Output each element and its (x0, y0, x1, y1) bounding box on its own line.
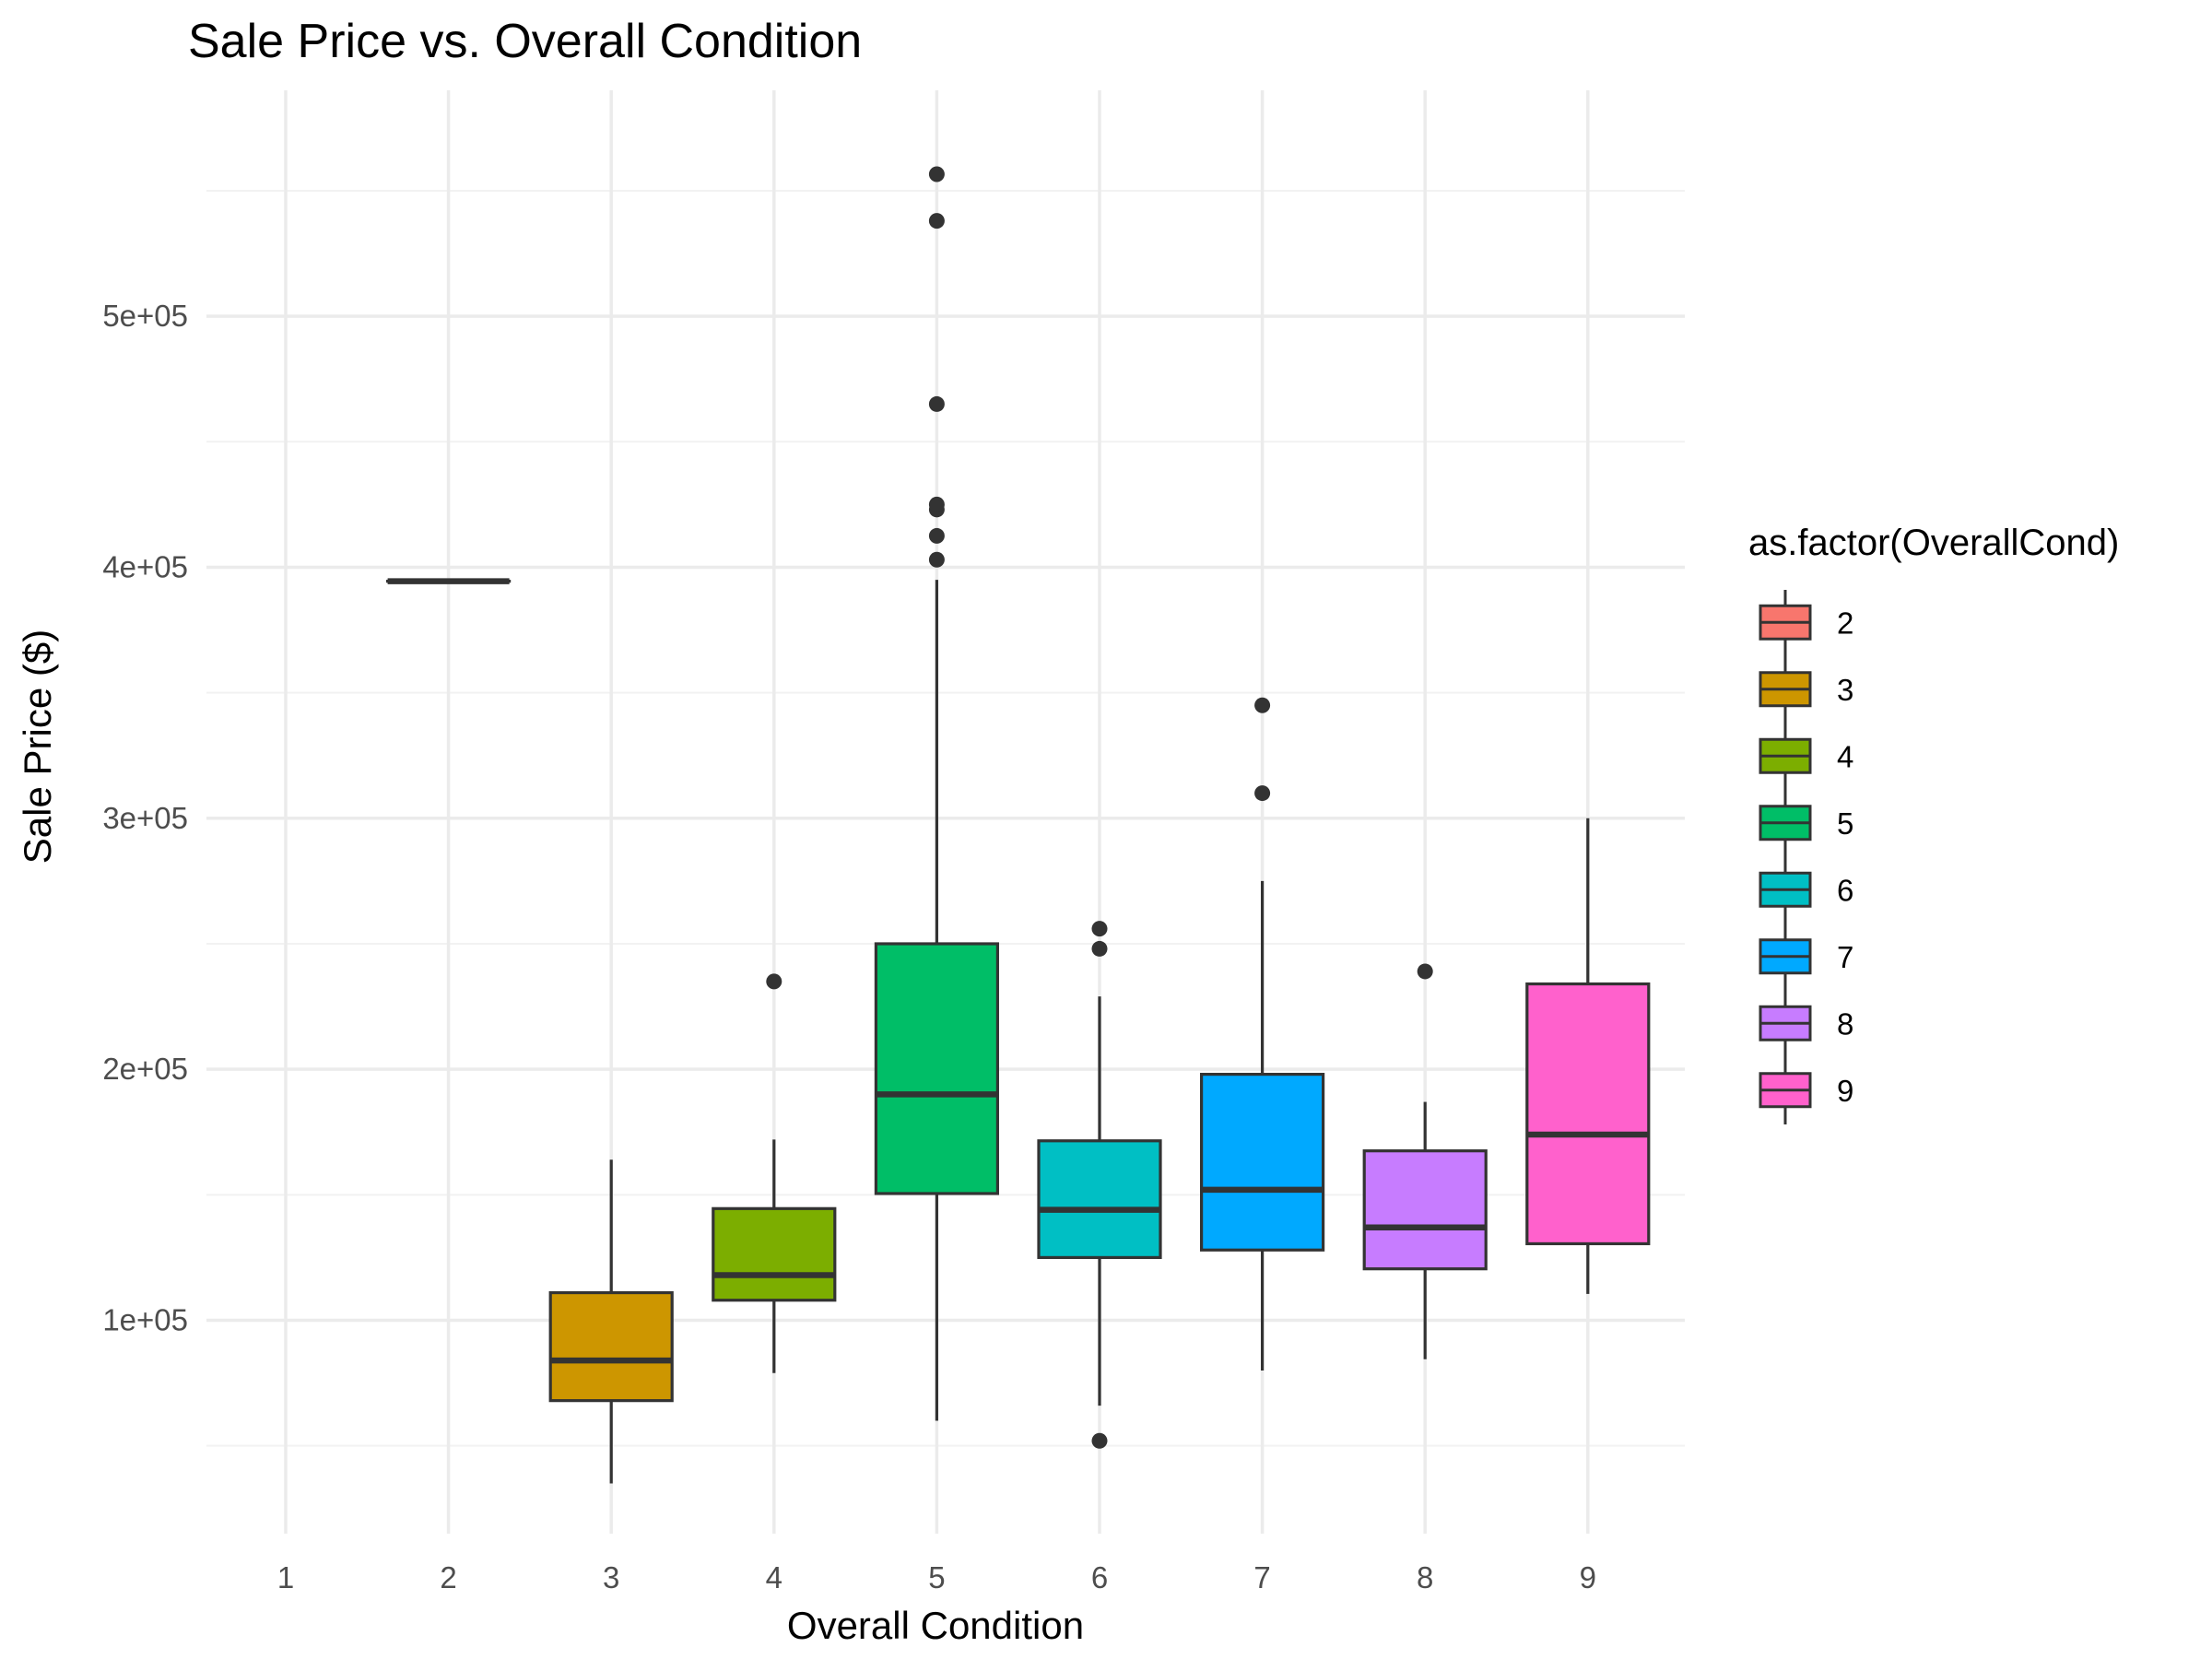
y-tick-label: 5e+05 (102, 299, 188, 333)
x-tick-label: 8 (1417, 1560, 1433, 1594)
legend-label: 6 (1837, 873, 1853, 907)
x-tick-label: 1 (277, 1560, 294, 1594)
box-iqr (1037, 1139, 1162, 1260)
grid-lines (206, 90, 1685, 1534)
legend-label: 8 (1837, 1006, 1853, 1041)
legend: as.factor(OverallCond) 2 3 4 5 6 7 8 9 (1748, 523, 2119, 1124)
x-tick-label: 5 (928, 1560, 945, 1594)
outlier-point (766, 973, 782, 990)
legend-label: 7 (1837, 940, 1853, 974)
y-axis-title: Sale Price ($) (16, 629, 59, 864)
x-tick-label: 2 (440, 1560, 456, 1594)
y-tick-label: 4e+05 (102, 549, 188, 583)
x-tick-label: 9 (1580, 1560, 1596, 1594)
outlier-point (1254, 785, 1271, 802)
outlier-point (1091, 921, 1108, 937)
x-tick-label: 7 (1253, 1560, 1270, 1594)
x-tick-label: 4 (766, 1560, 782, 1594)
legend-label: 3 (1837, 673, 1853, 707)
box-group (1525, 818, 1651, 1294)
outlier-point (928, 213, 945, 229)
box-iqr (874, 942, 1000, 1195)
legend-item: 7 (1759, 924, 1853, 991)
outlier-point (928, 551, 945, 568)
box-iqr (1525, 982, 1651, 1246)
y-tick-label: 1e+05 (102, 1303, 188, 1337)
outlier-point (928, 527, 945, 544)
box-series (386, 166, 1651, 1484)
box-group (712, 973, 837, 1373)
box-group (548, 1159, 674, 1484)
legend-title: as.factor(OverallCond) (1748, 523, 2119, 563)
y-axis-ticks: 1e+05 2e+05 3e+05 4e+05 5e+05 (102, 299, 188, 1336)
x-tick-label: 6 (1091, 1560, 1108, 1594)
outlier-point (1091, 1432, 1108, 1449)
box-iqr (548, 1290, 674, 1403)
legend-label: 4 (1837, 739, 1853, 773)
outlier-point (1417, 963, 1433, 980)
outlier-point (1254, 697, 1271, 713)
x-axis-title: Overall Condition (787, 1604, 1084, 1647)
x-tick-label: 3 (603, 1560, 619, 1594)
legend-item: 9 (1759, 1057, 1853, 1124)
y-tick-label: 2e+05 (102, 1052, 188, 1086)
x-axis-ticks: 1 2 3 4 5 6 7 8 9 (277, 1560, 1596, 1594)
chart-title: Sale Price vs. Overall Condition (188, 15, 862, 68)
legend-item: 6 (1759, 857, 1853, 924)
y-tick-label: 3e+05 (102, 801, 188, 835)
legend-label: 9 (1837, 1074, 1853, 1108)
legend-label: 5 (1837, 806, 1853, 841)
box-group (1199, 697, 1325, 1371)
outlier-point (1091, 940, 1108, 957)
box-iqr (712, 1206, 837, 1302)
legend-item: 4 (1759, 724, 1853, 791)
legend-item: 5 (1759, 790, 1853, 857)
outlier-point (928, 496, 945, 512)
box-group (1037, 921, 1162, 1449)
box-iqr (1199, 1073, 1325, 1252)
box-group (874, 166, 1000, 1421)
box-iqr (1362, 1149, 1488, 1271)
outlier-point (928, 166, 945, 182)
legend-item: 2 (1759, 590, 1853, 657)
box-group (1362, 963, 1488, 1359)
legend-item: 3 (1759, 656, 1853, 724)
legend-item: 8 (1759, 991, 1853, 1058)
outlier-point (928, 395, 945, 412)
legend-label: 2 (1837, 606, 1853, 640)
